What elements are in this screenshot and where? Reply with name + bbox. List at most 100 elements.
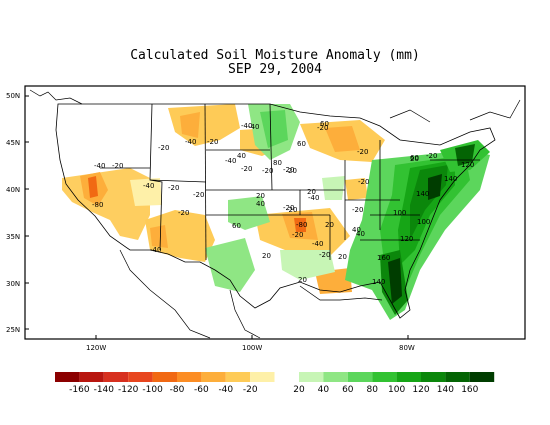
map-title: Calculated Soil Moisture Anomaly (mm) [130,48,420,63]
contour-label: 60 [232,222,241,230]
contour-label: -20 [283,204,294,212]
contour-label: 40 [237,152,246,160]
us-outline [55,103,496,319]
contour-label: -20 [262,167,273,175]
lat-axis: 50N 45N 40N 35N 30N 25N [6,92,29,334]
contour-label: -40 [185,138,196,146]
contour-label: -40 [312,240,323,248]
legend-swatch [177,372,202,382]
coastlines [29,89,521,339]
contour-label: -40 [143,182,154,190]
contour-label: -40 [225,157,236,165]
contour-label: 40 [256,200,265,208]
contour-label: -20 [426,152,437,160]
contour-label: -20 [357,148,368,156]
legend-swatch [421,372,446,382]
contour-label: -20 [358,178,369,186]
contour-label: 140 [444,175,457,183]
contour-label: -20 [283,166,294,174]
contour-label: 160 [377,254,390,262]
legend-label: 140 [437,385,454,395]
contour-label: -40 [308,194,319,202]
dry-anomaly-areas [62,104,385,294]
lat-label: 50N [6,92,20,100]
legend-swatch [225,372,251,382]
contour-label: -20 [178,209,189,217]
legend-label: 20 [293,385,305,395]
legend-swatch [274,372,299,382]
contour-label: -80 [92,201,103,209]
legend-swatch [323,372,348,382]
legend-label: -60 [194,385,209,395]
contour-label: -40 [94,162,105,170]
contour-label: -40 [248,123,259,131]
contour-label: -20 [112,162,123,170]
legend-swatch [152,372,177,382]
contour-label: -20 [207,138,218,146]
contour-label: 20 [325,221,334,229]
legend-label: 60 [342,385,354,395]
legend-label: 160 [461,385,478,395]
legend-label: -20 [243,385,258,395]
lat-label: 30N [6,280,20,288]
contour-labels: -40 -20 -20 -40 -40 -40 -20 -20 -20 -40 … [92,120,474,286]
contour-label: -80 [296,221,307,229]
contour-label: -20 [292,231,303,239]
legend-swatch [299,372,324,382]
contour-label: -20 [352,206,363,214]
legend-swatch [445,372,470,382]
legend-label: 80 [366,385,378,395]
lat-label: 25N [6,326,20,334]
contour-label: 20 [298,276,307,284]
contour-label: 20 [338,253,347,261]
legend-label: 40 [318,385,330,395]
contour-label: 20 [262,252,271,260]
legend-label: -140 [94,385,115,395]
legend-label: 100 [388,385,405,395]
legend-label: -40 [218,385,233,395]
lat-label: 45N [6,139,20,147]
contour-label: -20 [158,144,169,152]
legend-swatch [55,372,80,382]
contour-label: -20 [193,191,204,199]
contour-label: 40 [352,226,361,234]
contour-label: 20 [256,192,265,200]
legend-swatch [79,372,104,382]
contour-label: -40 [150,246,161,254]
legend-swatch [469,372,495,382]
legend-swatch [103,372,129,382]
contour-label: -40 [241,122,252,130]
map-date: SEP 29, 2004 [228,62,322,77]
legend-swatch [396,372,421,382]
lat-label: 35N [6,233,20,241]
legend-label: -100 [142,385,163,395]
contour-label: 80 [273,159,282,167]
contour-label: 140 [416,190,429,198]
legend-swatch [128,372,153,382]
legend-label: 120 [412,385,429,395]
contour-label: 120 [461,161,474,169]
lon-label: 120W [86,344,106,352]
contour-label: 60 [297,140,306,148]
contour-label: 100 [417,218,430,226]
contour-label: -20 [286,206,297,214]
lon-axis: 120W 100W 80W [86,335,415,352]
contour-label: 120 [400,235,413,243]
contour-label: -20 [317,124,328,132]
contour-label: 140 [372,278,385,286]
legend-swatch [250,372,275,382]
contour-label: -20 [241,165,252,173]
contour-label: -20 [168,184,179,192]
contour-label: 20 [307,188,316,196]
legend-swatch [372,372,397,382]
contour-label: 40 [356,230,365,238]
legend-swatch [347,372,373,382]
contour-label: 100 [393,209,406,217]
contour-label: 20 [288,167,297,175]
lat-label: 40N [6,186,20,194]
legend-label: -120 [118,385,139,395]
legend-swatch [201,372,226,382]
contour-label: 60 [410,154,419,162]
